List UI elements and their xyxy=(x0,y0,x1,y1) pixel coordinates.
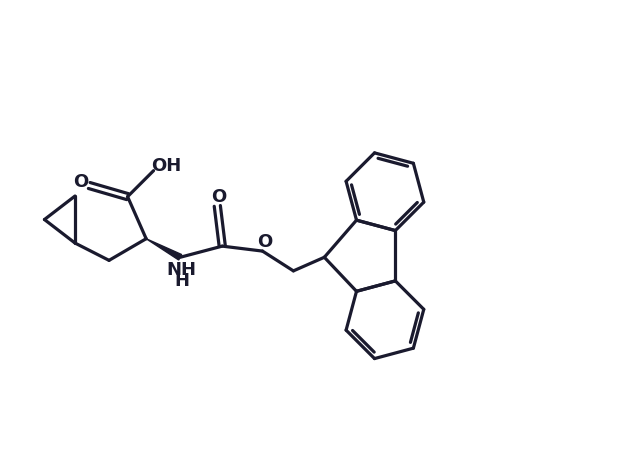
Text: NH: NH xyxy=(166,261,196,279)
Text: O: O xyxy=(73,173,88,191)
Text: H: H xyxy=(174,272,189,290)
Text: OH: OH xyxy=(151,157,181,175)
Text: O: O xyxy=(211,188,226,206)
Polygon shape xyxy=(146,239,182,260)
Text: O: O xyxy=(257,233,273,251)
